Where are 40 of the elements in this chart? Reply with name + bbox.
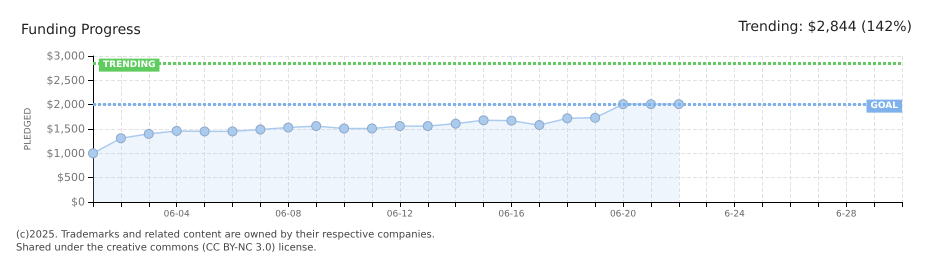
point xyxy=(450,118,461,129)
point xyxy=(422,121,433,132)
ref-line-label: TRENDING xyxy=(103,60,156,70)
y-tick-label: $500 xyxy=(57,171,85,184)
x-tick-label: 06-20 xyxy=(610,210,636,220)
y-tick-label: $2,000 xyxy=(46,98,85,112)
point xyxy=(339,124,350,134)
y-tick-label: $3,000 xyxy=(46,50,85,62)
point xyxy=(506,116,516,126)
x-tick-label: 06-04 xyxy=(164,210,190,220)
point xyxy=(311,121,322,132)
point xyxy=(283,122,294,133)
point xyxy=(200,126,210,136)
y-tick-label: $1,500 xyxy=(46,122,85,136)
ref-line-label: GOAL xyxy=(870,101,898,112)
point xyxy=(255,124,266,134)
point xyxy=(534,120,544,130)
x-tick-label: 6-28 xyxy=(836,210,857,220)
point xyxy=(227,126,238,136)
point xyxy=(394,121,405,132)
x-tick-label: 06-12 xyxy=(386,210,413,220)
point xyxy=(116,133,126,144)
point xyxy=(478,115,489,126)
text: Trending: $2,844 (142%) xyxy=(737,19,912,35)
y-axis-title: PLEDGED xyxy=(24,108,34,150)
point xyxy=(144,128,154,139)
point xyxy=(590,112,600,123)
x-tick-label: 06-16 xyxy=(498,210,525,220)
point xyxy=(366,124,377,134)
text: (c)2025. Trademarks and related content are owned by their respective companies. xyxy=(16,230,435,240)
x-tick-label: 6-24 xyxy=(724,210,746,220)
point xyxy=(562,113,572,124)
y-tick-label: $1,000 xyxy=(46,146,85,160)
y-tick-label: $2,500 xyxy=(46,74,85,87)
y-tick-label: $0 xyxy=(71,196,85,208)
point xyxy=(172,126,182,136)
chart-title: Funding Progress xyxy=(21,22,141,38)
text: Shared under the creative commons (CC BY-NC 3.0) license. xyxy=(16,242,317,254)
point xyxy=(88,148,98,158)
x-tick-label: 06-08 xyxy=(275,210,302,220)
